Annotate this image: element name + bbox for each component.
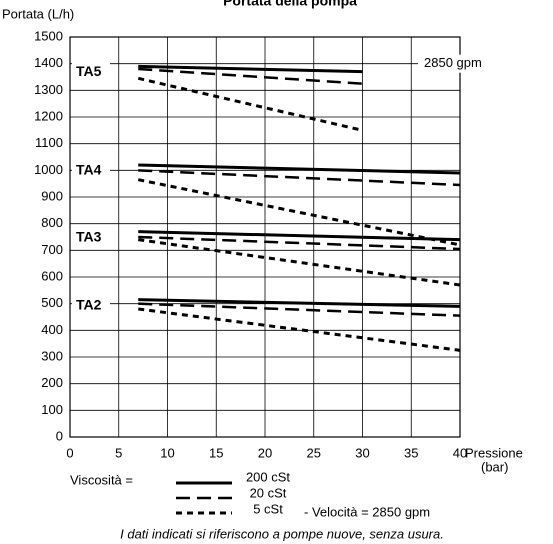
y-tick-label: 1400 [34, 55, 63, 70]
series-line [138, 307, 461, 352]
y-tick-label: 1100 [35, 135, 63, 150]
group-label-bg [72, 227, 110, 248]
y-tick-label: 1000 [34, 162, 63, 177]
x-axis-unit: (bar) [481, 459, 508, 474]
legend-label: 5 cSt [253, 501, 283, 516]
x-tick-label: 10 [160, 445, 174, 460]
x-tick-label: 15 [209, 445, 223, 460]
series-line [138, 163, 461, 175]
x-tick-label: 5 [115, 445, 122, 460]
x-tick-label: 25 [307, 445, 321, 460]
group-label: TA4 [76, 162, 102, 178]
group-label: TA3 [76, 228, 102, 244]
y-axis-label: Portata (L/h) [2, 6, 74, 21]
y-tick-label: 900 [41, 188, 63, 203]
x-tick-label: 30 [355, 445, 369, 460]
legend-label: 20 cSt [250, 485, 287, 500]
plot-frame [69, 36, 461, 438]
y-tick-label: 800 [41, 215, 63, 230]
y-tick-label: 1200 [34, 108, 63, 123]
y-tick-label: 0 [56, 428, 63, 443]
group-label-bg [72, 62, 110, 83]
x-tick-label: 20 [258, 445, 272, 460]
y-tick-label: 700 [41, 242, 63, 257]
series-line [138, 235, 461, 251]
y-tick-label: 300 [41, 348, 63, 363]
y-tick-label: 1300 [34, 82, 63, 97]
y-tick-label: 1500 [34, 28, 63, 43]
legend-title: Viscosità = [70, 472, 133, 487]
series-line [138, 169, 461, 187]
footnote: I dati indicati si riferiscono a pompe n… [120, 526, 444, 541]
y-tick-label: 500 [41, 295, 63, 310]
series-line [138, 298, 461, 308]
x-tick-label: 35 [404, 445, 418, 460]
series-line [138, 64, 363, 74]
series-line [138, 302, 461, 317]
series-line [138, 67, 363, 85]
group-label: TA5 [76, 63, 102, 79]
group-label-bg [72, 295, 110, 316]
y-tick-label: 200 [41, 375, 63, 390]
x-tick-label: 40 [453, 445, 467, 460]
series-line [137, 76, 363, 132]
annotation-bg [418, 54, 508, 73]
annotation: 2850 gpm [424, 55, 482, 70]
y-tick-label: 100 [41, 402, 63, 417]
x-tick-label: 0 [66, 445, 73, 460]
y-tick-label: 600 [41, 268, 63, 283]
chart-title: Portata della pompa [223, 0, 357, 9]
y-tick-label: 400 [41, 322, 63, 337]
group-label-bg [72, 161, 110, 181]
group-label: TA2 [76, 296, 102, 312]
series-line [138, 230, 461, 242]
x-axis-label: Pressione [465, 445, 523, 460]
legend-label: 200 cSt [246, 469, 290, 484]
legend-note: - Velocità = 2850 gpm [304, 504, 430, 519]
